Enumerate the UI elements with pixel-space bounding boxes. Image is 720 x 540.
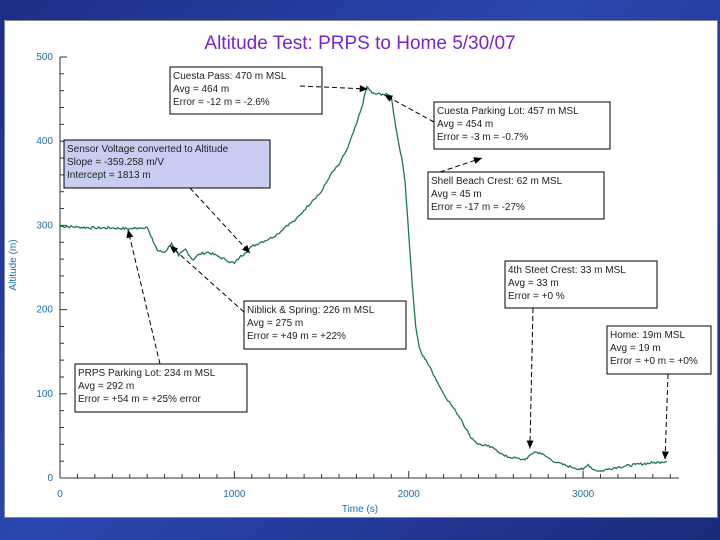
annotation-text: Error = -17 m = -27% <box>431 202 525 213</box>
annotation-leader <box>384 94 435 123</box>
annotation-text: Error = -3 m = -0.7% <box>437 132 528 143</box>
annotation-text: Slope = -359.258 m/V <box>67 157 164 168</box>
y-tick-label: 500 <box>36 52 53 63</box>
annotation-arrowhead <box>126 229 134 239</box>
annotation-cuesta-pass: Cuesta Pass: 470 m MSL Avg = 464 m Error =… <box>169 66 368 115</box>
annotation-arrowhead <box>473 157 482 164</box>
annotation-niblick-spring: Niblick & Spring: 226 m MSL Avg = 275 m Er… <box>169 245 407 350</box>
annotation-text: Avg = 33 m <box>508 278 559 289</box>
y-tick-label: 300 <box>36 220 53 231</box>
annotation-leader <box>299 85 368 90</box>
annotation-text: Avg = 464 m <box>173 84 229 95</box>
annotation-arrowhead <box>661 451 669 460</box>
y-tick-label: 0 <box>47 473 53 484</box>
annotation-shell-beach: Shell Beach Crest: 62 m MSL Avg = 45 m Err… <box>427 157 605 220</box>
y-axis-title: Altitude (m) <box>8 239 19 290</box>
annotation-text: Avg = 292 m <box>78 381 134 392</box>
annotation-cuesta-parking: Cuesta Parking Lot: 457 m MSL Avg = 454 m… <box>384 94 611 150</box>
x-tick-label: 3000 <box>572 489 595 500</box>
annotation-box <box>427 171 605 220</box>
annotation-text: Shell Beach Crest: 62 m MSL <box>431 176 563 187</box>
annotation-text: Avg = 45 m <box>431 189 482 200</box>
annotation-text: Niblick & Spring: 226 m MSL <box>247 305 375 316</box>
annotation-box <box>243 300 407 350</box>
annotation-text: Error = +0 m = +0% <box>610 356 698 367</box>
annotation-box <box>433 101 611 150</box>
annotation-leader <box>529 307 534 449</box>
x-tick-label: 2000 <box>398 489 421 500</box>
annotation-prps-parking: PRPS Parking Lot: 234 m MSL Avg = 292 m Er… <box>74 229 248 413</box>
annotation-leader <box>169 245 245 313</box>
plot-area: 0 100 200 300 400 500 0 1000 2000 3000 <box>36 52 679 500</box>
annotation-text: Error = +0 % <box>508 291 565 302</box>
x-tick-label: 1000 <box>223 489 246 500</box>
y-tick-label: 400 <box>36 136 53 147</box>
annotation-text: PRPS Parking Lot: 234 m MSL <box>78 368 216 379</box>
annotation-text: Cuesta Parking Lot: 457 m MSL <box>437 106 579 117</box>
annotation-leader <box>127 229 161 365</box>
annotation-text: Sensor Voltage converted to Altitude <box>67 144 229 155</box>
chart-title: Altitude Test: PRPS to Home 5/30/07 <box>204 33 515 54</box>
annotation-arrowhead <box>242 244 251 254</box>
annotation-text: Intercept = 1813 m <box>67 170 151 181</box>
annotation-leader <box>189 187 251 254</box>
annotation-text: Error = -12 m = -2.6% <box>173 97 270 108</box>
annotation-text: Avg = 454 m <box>437 119 493 130</box>
annotation-arrowhead <box>169 245 179 254</box>
annotation-box <box>169 66 323 115</box>
annotation-text: Cuesta Pass: 470 m MSL <box>173 71 287 82</box>
x-tick-label: 0 <box>57 489 63 500</box>
annotation-arrowhead <box>526 440 534 449</box>
annotation-text: Avg = 275 m <box>247 318 303 329</box>
annotation-sensor-voltage: Sensor Voltage converted to Altitude Slop… <box>63 139 271 254</box>
annotation-4th-street: 4th Steet Crest: 33 m MSL Avg = 33 m Error… <box>504 260 658 449</box>
annotations-layer: Cuesta Pass: 470 m MSL Avg = 464 m Error =… <box>63 66 712 460</box>
annotation-arrowhead <box>384 94 394 102</box>
annotation-text: Home: 19m MSL <box>610 330 685 341</box>
annotation-leader <box>664 373 669 460</box>
x-axis-title: Time (s) <box>342 504 378 515</box>
annotation-text: Error = +54 m = +25% error <box>78 394 202 405</box>
annotation-box <box>606 325 712 375</box>
annotation-home: Home: 19m MSL Avg = 19 m Error = +0 m = +0… <box>606 325 712 460</box>
annotation-text: 4th Steet Crest: 33 m MSL <box>508 265 626 276</box>
annotation-text: Error = +49 m = +22% <box>247 331 346 342</box>
annotation-text: Avg = 19 m <box>610 343 661 354</box>
annotation-box <box>63 139 271 189</box>
y-tick-label: 200 <box>36 305 53 316</box>
y-tick-label: 100 <box>36 389 53 400</box>
annotation-box <box>504 260 658 309</box>
altitude-series-line <box>59 85 668 472</box>
annotation-box <box>74 363 248 413</box>
annotation-arrowhead <box>359 85 368 93</box>
